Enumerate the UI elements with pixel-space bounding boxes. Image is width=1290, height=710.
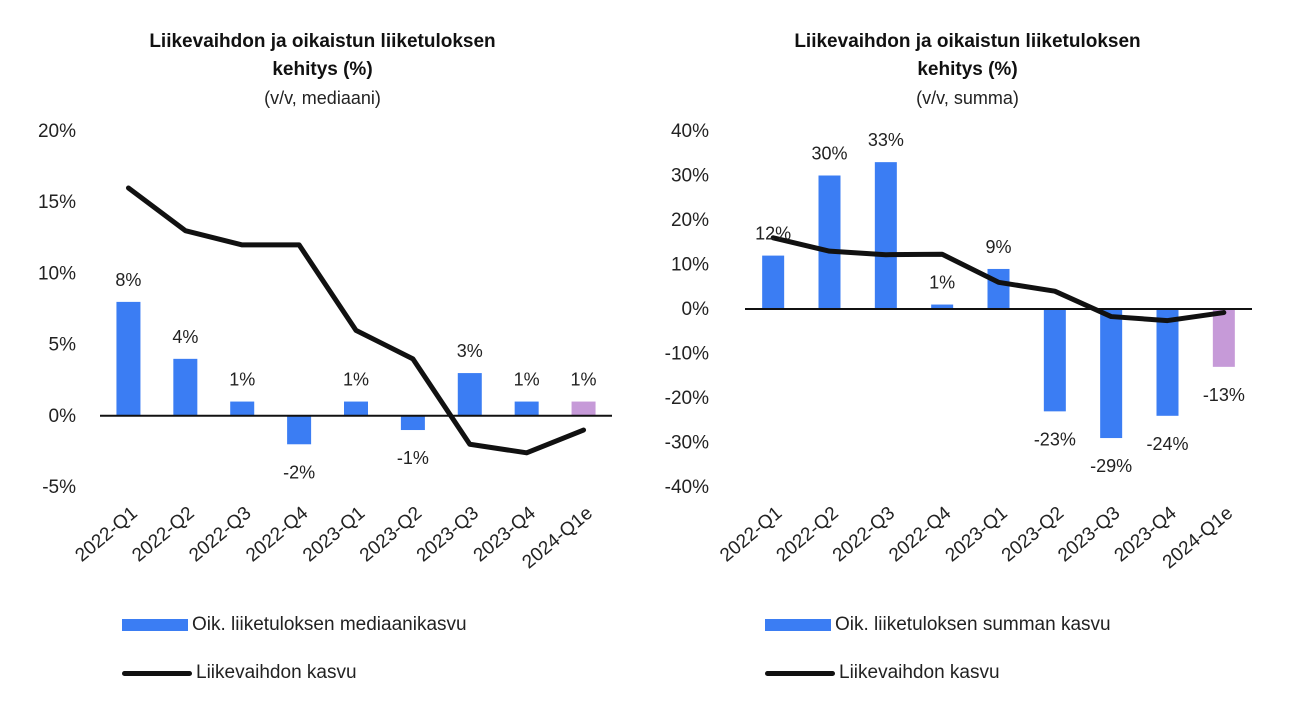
data-label-2023-Q1: 1% [343,370,369,390]
x-tick-label: 2022-Q4 [242,502,312,566]
bar-2022-Q2 [818,175,841,309]
bar-2023-Q1 [344,401,368,416]
x-tick-label: 2022-Q2 [773,503,843,567]
data-label-2022-Q4: -2% [283,462,315,482]
data-label-2022-Q3: 33% [868,130,904,150]
x-tick-label: 2022-Q1 [72,503,142,567]
left-chart-title-line1: Liikevaihdon ja oikaistun liiketuloksen [149,31,496,52]
left-chart-title-line2: kehitys (%) [272,59,373,80]
right-chart-subtitle: (v/v, summa) [916,88,1019,108]
bar-2022-Q2 [173,358,198,416]
bar-2023-Q1 [987,268,1010,309]
x-tick-label: 2023-Q1 [942,503,1012,567]
legend-line-swatch [122,670,192,676]
data-label-2022-Q3: 1% [229,370,255,390]
bar-2022-Q4 [287,415,312,445]
y-tick-label: 10% [671,255,709,276]
left-legend-line-label: Liikevaihdon kasvu [196,662,357,683]
y-tick-label: 40% [671,121,709,142]
x-tick-label: 2023-Q3 [1054,503,1124,567]
right-legend-line-entry: Liikevaihdon kasvu [765,662,1000,684]
left-chart-subtitle: (v/v, mediaani) [264,88,381,108]
left-legend-bar-label: Oik. liiketuloksen mediaanikasvu [192,614,467,635]
revenue-growth-line [770,235,1227,324]
bar-2022-Q1 [762,255,785,309]
bar-2023-Q4 [1156,309,1179,416]
data-label-2023-Q4: -24% [1146,434,1188,454]
bar-2022-Q4 [931,304,954,309]
data-label-2024-Q1e: -13% [1203,385,1245,405]
bar-2024-Q1e [1212,309,1235,367]
bar-2023-Q4 [514,401,539,416]
y-tick-label: 10% [38,263,76,284]
data-label-2023-Q4: 1% [514,370,540,390]
bar-2022-Q1 [116,301,141,416]
bar-2023-Q2 [1043,309,1066,412]
right-chart-title-line1: Liikevaihdon ja oikaistun liiketuloksen [794,31,1141,52]
left-legend-line-entry: Liikevaihdon kasvu [122,662,357,684]
bar-2023-Q3 [1100,309,1123,439]
data-label-2024-Q1e: 1% [571,370,597,390]
x-tick-label: 2022-Q1 [716,503,786,567]
y-tick-label: 0% [49,406,77,427]
data-label-2023-Q3: -29% [1090,456,1132,476]
y-tick-label: 30% [671,166,709,187]
data-label-2022-Q2: 4% [172,327,198,347]
right-legend-bar-entry: Oik. liiketuloksen summan kasvu [765,614,1111,636]
bar-2023-Q3 [457,373,482,416]
right-chart-title-line2: kehitys (%) [917,59,1018,80]
x-tick-label: 2022-Q3 [829,503,899,567]
y-tick-label: 20% [38,121,76,142]
data-label-2023-Q2: -23% [1034,429,1076,449]
y-tick-label: 15% [38,192,76,213]
y-tick-label: -20% [665,388,709,409]
data-label-2022-Q1: 12% [755,224,791,244]
bar-2024-Q1e [571,401,596,416]
data-label-2022-Q1: 8% [115,270,141,290]
bar-2023-Q2 [400,415,425,431]
left-chart-plot: -5% 0% 5% 10% 15% 20% 8% 4% 1% -2% 1% -1% 3% 1% 1% 2022… [38,121,612,573]
x-tick-label: 2023-Q1 [299,503,369,567]
data-label-2023-Q3: 3% [457,341,483,361]
y-tick-label: 0% [682,299,710,320]
bar-2022-Q3 [874,162,897,309]
x-tick-label: 2022-Q3 [185,503,255,567]
y-tick-label: 20% [671,210,709,231]
data-label-2023-Q2: -1% [397,448,429,468]
y-tick-label: 5% [49,335,77,356]
data-label-2022-Q2: 30% [811,144,847,164]
legend-line-swatch [765,670,835,676]
bar-2022-Q3 [230,401,255,416]
y-tick-label: -5% [42,477,76,498]
left-chart-panel: Liikevaihdon ja oikaistun liiketuloksen … [37,31,612,684]
right-chart-plot: -40% -30% -20% -10% 0% 10% 20% 30% 40% 12% 30% 33% 1… [665,121,1252,573]
data-label-2022-Q4: 1% [929,273,955,293]
right-chart-panel: Liikevaihdon ja oikaistun liiketuloksen … [645,0,1290,710]
left-legend-bar-entry: Oik. liiketuloksen mediaanikasvu [122,614,467,636]
right-legend-bar-label: Oik. liiketuloksen summan kasvu [835,614,1111,635]
y-tick-label: -10% [665,344,709,365]
right-legend-line-label: Liikevaihdon kasvu [839,662,1000,683]
data-label-2023-Q1: 9% [985,237,1011,257]
x-tick-label: 2023-Q2 [356,503,426,567]
revenue-growth-line [125,185,587,456]
x-tick-label: 2023-Q2 [998,503,1068,567]
y-tick-label: -40% [665,477,709,498]
y-tick-label: -30% [665,433,709,454]
legend-bar-swatch [765,619,831,631]
x-tick-label: 2022-Q4 [885,502,955,566]
x-tick-label: 2022-Q2 [128,503,198,567]
legend-bar-swatch [122,619,188,631]
x-tick-label: 2023-Q3 [413,503,483,567]
